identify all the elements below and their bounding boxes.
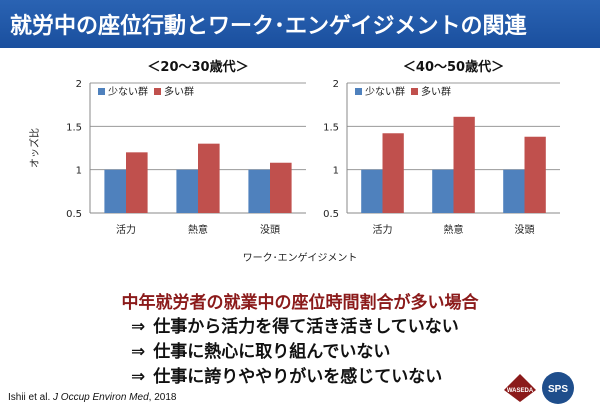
- x-axis-label: ワーク･エンゲイジメント: [243, 252, 358, 264]
- legend-label: 多い群: [164, 85, 194, 98]
- conclusion-point: ⇒ 仕事から活力を得て活き活きしていない: [131, 312, 459, 337]
- legend-swatch: [154, 88, 161, 95]
- sps-logo-text: SPS: [548, 384, 568, 395]
- bar-low: [248, 169, 270, 213]
- y-tick-label: 2: [333, 79, 339, 90]
- conclusion-point: ⇒ 仕事に熱心に取り組んでいない: [131, 337, 390, 362]
- conclusion-heading: 中年就労者の就業中の座位時間割合が多い場合: [121, 293, 479, 313]
- legend-label: 少ない群: [365, 85, 405, 98]
- arrow-icon: ⇒: [131, 367, 146, 387]
- bar-low: [176, 169, 198, 213]
- citation-journal: J Occup Environ Med: [53, 392, 149, 403]
- bar-high: [198, 143, 220, 213]
- chart-title: ＜40～50歳代＞: [403, 59, 504, 75]
- arrow-icon: ⇒: [131, 342, 146, 362]
- y-tick-label: 1: [333, 166, 339, 177]
- y-tick-label: 1: [76, 166, 82, 177]
- arrow-icon: ⇒: [131, 317, 146, 337]
- x-tick-label: 活力: [373, 223, 393, 236]
- bar-high: [453, 116, 475, 213]
- bar-high: [270, 162, 292, 213]
- conclusion-point-text: 仕事に誇りややりがいを感じていない: [153, 367, 443, 387]
- legend-swatch: [411, 88, 418, 95]
- bar-low: [104, 169, 126, 213]
- sps-logo: SPS: [542, 372, 574, 404]
- bar-high: [126, 152, 148, 213]
- y-tick-label: 1.5: [323, 122, 339, 133]
- conclusion-point-text: 仕事から活力を得て活き活きしていない: [153, 317, 459, 337]
- slide-title: 就労中の座位行動とワーク･エンゲイジメントの関連: [10, 14, 527, 39]
- y-axis-label: オッズ比: [28, 128, 41, 168]
- bar-high: [382, 133, 404, 213]
- bar-high: [524, 136, 546, 213]
- citation-year: , 2018: [148, 392, 177, 403]
- legend-swatch: [98, 88, 105, 95]
- charts-area: ＜20～30歳代＞ 0.5 1 1.5 2 活力 熱意 没頭 少ない群 多い群 ＜40～50歳代＞ 0…: [28, 59, 560, 264]
- legend-swatch: [355, 88, 362, 95]
- x-tick-label: 熱意: [188, 223, 208, 236]
- conclusion-point-text: 仕事に熱心に取り組んでいない: [153, 342, 391, 362]
- x-tick-label: 活力: [116, 223, 136, 236]
- bar-low: [503, 169, 525, 213]
- bar-low: [432, 169, 454, 213]
- y-tick-label: 2: [76, 79, 82, 90]
- chart-title: ＜20～30歳代＞: [147, 59, 248, 75]
- waseda-logo-text: WASEDA: [507, 388, 534, 394]
- citation: Ishii et al. J Occup Environ Med, 2018: [8, 392, 176, 403]
- y-tick-label: 0.5: [66, 209, 82, 220]
- x-tick-label: 没頭: [260, 224, 280, 236]
- conclusion-point: ⇒ 仕事に誇りややりがいを感じていない: [131, 362, 442, 387]
- waseda-logo: WASEDA: [504, 374, 536, 402]
- y-tick-label: 1.5: [66, 122, 82, 133]
- x-tick-label: 没頭: [515, 224, 535, 236]
- legend-label: 多い群: [421, 85, 451, 98]
- citation-authors: Ishii et al.: [8, 392, 54, 403]
- y-tick-label: 0.5: [323, 209, 339, 220]
- x-tick-label: 熱意: [444, 223, 464, 236]
- title-bar: 就労中の座位行動とワーク･エンゲイジメントの関連: [0, 0, 600, 48]
- legend-label: 少ない群: [108, 85, 148, 98]
- bar-low: [361, 169, 383, 213]
